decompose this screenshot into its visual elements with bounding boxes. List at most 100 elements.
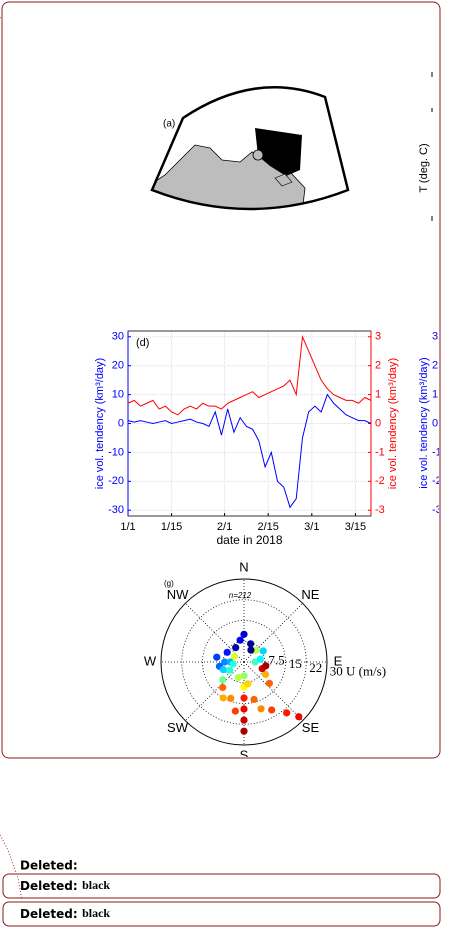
- data-point: [219, 683, 227, 692]
- colorbar-segment: [286, 776, 289, 793]
- colorbar-segment: [281, 776, 284, 793]
- colorbar-segment: [269, 776, 272, 793]
- comment-label: Deleted:: [20, 907, 78, 921]
- r-tick-label: 15: [289, 656, 302, 671]
- colorbar-segment: [301, 776, 304, 793]
- colorbar-segment: [284, 776, 287, 793]
- site-marker: [252, 149, 264, 161]
- colorbar-segment: [308, 776, 311, 793]
- data-point: [283, 709, 291, 717]
- polar-frame: [160, 578, 328, 746]
- data-point: [247, 640, 255, 648]
- data-point: [250, 695, 258, 704]
- data-point: [265, 679, 274, 687]
- right-panel: ice vol. tendency (km³/day) 3 2 1 0 -1 -2 -3: [418, 331, 439, 516]
- colorbar-segment: [277, 776, 280, 793]
- data-point: [259, 647, 267, 655]
- r-tick-label: 22: [309, 660, 322, 675]
- colorbar-segment: [245, 776, 248, 793]
- y-tick-label: 3: [432, 331, 438, 343]
- x-tick-label: 3/15: [345, 521, 366, 533]
- x-tick-label: 1/1: [120, 521, 135, 533]
- colorbar-segment: [233, 776, 236, 793]
- data-point: [240, 727, 248, 735]
- colorbar-segment: [252, 776, 255, 793]
- data-point: [234, 673, 242, 682]
- y-tick-label: 10: [112, 389, 124, 401]
- y-tick-label: -10: [108, 446, 124, 458]
- colorbar-segment: [320, 776, 323, 793]
- panel-label: (d): [136, 337, 149, 349]
- colorbar-segment: [279, 776, 282, 793]
- colorbar-segment: [177, 776, 180, 793]
- colorbar-segment: [185, 776, 188, 793]
- colorbar-tick-label: 10: [217, 799, 227, 809]
- data-point: [219, 665, 227, 674]
- y2-tick-label: 2: [375, 360, 381, 372]
- colorbar-under: [163, 776, 170, 793]
- comment-label: Deleted:: [20, 859, 78, 873]
- colorbar-segment: [294, 776, 297, 793]
- ring: [181, 599, 307, 725]
- data-point: [240, 672, 248, 680]
- data-line: [127, 334, 372, 416]
- spoke: [243, 603, 303, 663]
- x-tick-label: 2/1: [217, 521, 232, 533]
- colorbar-tick-label: 15: [246, 799, 256, 809]
- colorbar-segment: [209, 776, 212, 793]
- colorbar-segment: [257, 776, 260, 793]
- colorbar-segment: [313, 776, 316, 793]
- colorbar-tick-label: 25: [303, 799, 313, 809]
- ring: [202, 620, 286, 704]
- colorbar-segment: [180, 776, 183, 793]
- y-tick-label: 0: [118, 417, 124, 429]
- direction-label: W: [144, 653, 157, 668]
- y-tick-label: 0: [432, 417, 438, 429]
- colorbar-segment: [248, 776, 251, 793]
- x-tick-label: 1/15: [161, 521, 182, 533]
- x-tick-label: 2/15: [257, 521, 278, 533]
- colorbar-segment: [189, 776, 192, 793]
- direction-label: S: [240, 747, 249, 762]
- data-point: [219, 694, 227, 702]
- y-tick-label: 30: [112, 331, 124, 343]
- spoke: [185, 603, 245, 663]
- y2-tick-label: -3: [375, 504, 385, 516]
- axis-label: T (deg. C): [418, 143, 430, 192]
- data-point: [240, 705, 248, 713]
- y2-axis-label: ice vol. tendency (km³/day): [387, 358, 399, 489]
- colorbar-segment: [194, 776, 197, 793]
- colorbar-segment: [211, 776, 214, 793]
- colorbar-segment: [172, 776, 175, 793]
- y-tick-label: -20: [108, 475, 124, 487]
- figure-content: (a) T (deg. C) 1/1 1/15 2/1 2/15 3/1 3/153020…: [94, 72, 439, 809]
- study-region: [255, 128, 302, 176]
- comment: Deleted: black: [20, 905, 110, 922]
- data-point: [268, 706, 276, 714]
- data-point: [230, 652, 239, 661]
- r-tick-label: 7.5: [268, 653, 284, 668]
- panel-label: (a): [163, 119, 175, 130]
- y2-tick-label: 0: [375, 417, 381, 429]
- colorbar-segment: [310, 776, 313, 793]
- direction-label: NW: [167, 587, 189, 602]
- r-tick-label: 30 U (m/s): [330, 663, 386, 678]
- data-point: [247, 646, 255, 654]
- colorbar-segment: [226, 776, 229, 793]
- colorbar-tick-label: 5: [191, 799, 196, 809]
- data-point: [261, 670, 270, 679]
- data-point: [236, 636, 244, 644]
- colorbar-segment: [238, 776, 241, 793]
- direction-label: SW: [167, 720, 189, 735]
- colorbar-segment: [197, 776, 200, 793]
- land: [274, 173, 293, 187]
- colorbar-frame: [163, 776, 325, 793]
- colorbar-segment: [262, 776, 265, 793]
- colorbar-segment: [182, 776, 185, 793]
- y-axis-label: ice vol. tendency (km³/day): [94, 358, 106, 489]
- data-point: [262, 662, 270, 670]
- comment-text: black: [82, 906, 110, 920]
- annotation: n=212: [229, 591, 252, 600]
- y2-tick-label: -1: [375, 446, 385, 458]
- data-point: [227, 694, 235, 702]
